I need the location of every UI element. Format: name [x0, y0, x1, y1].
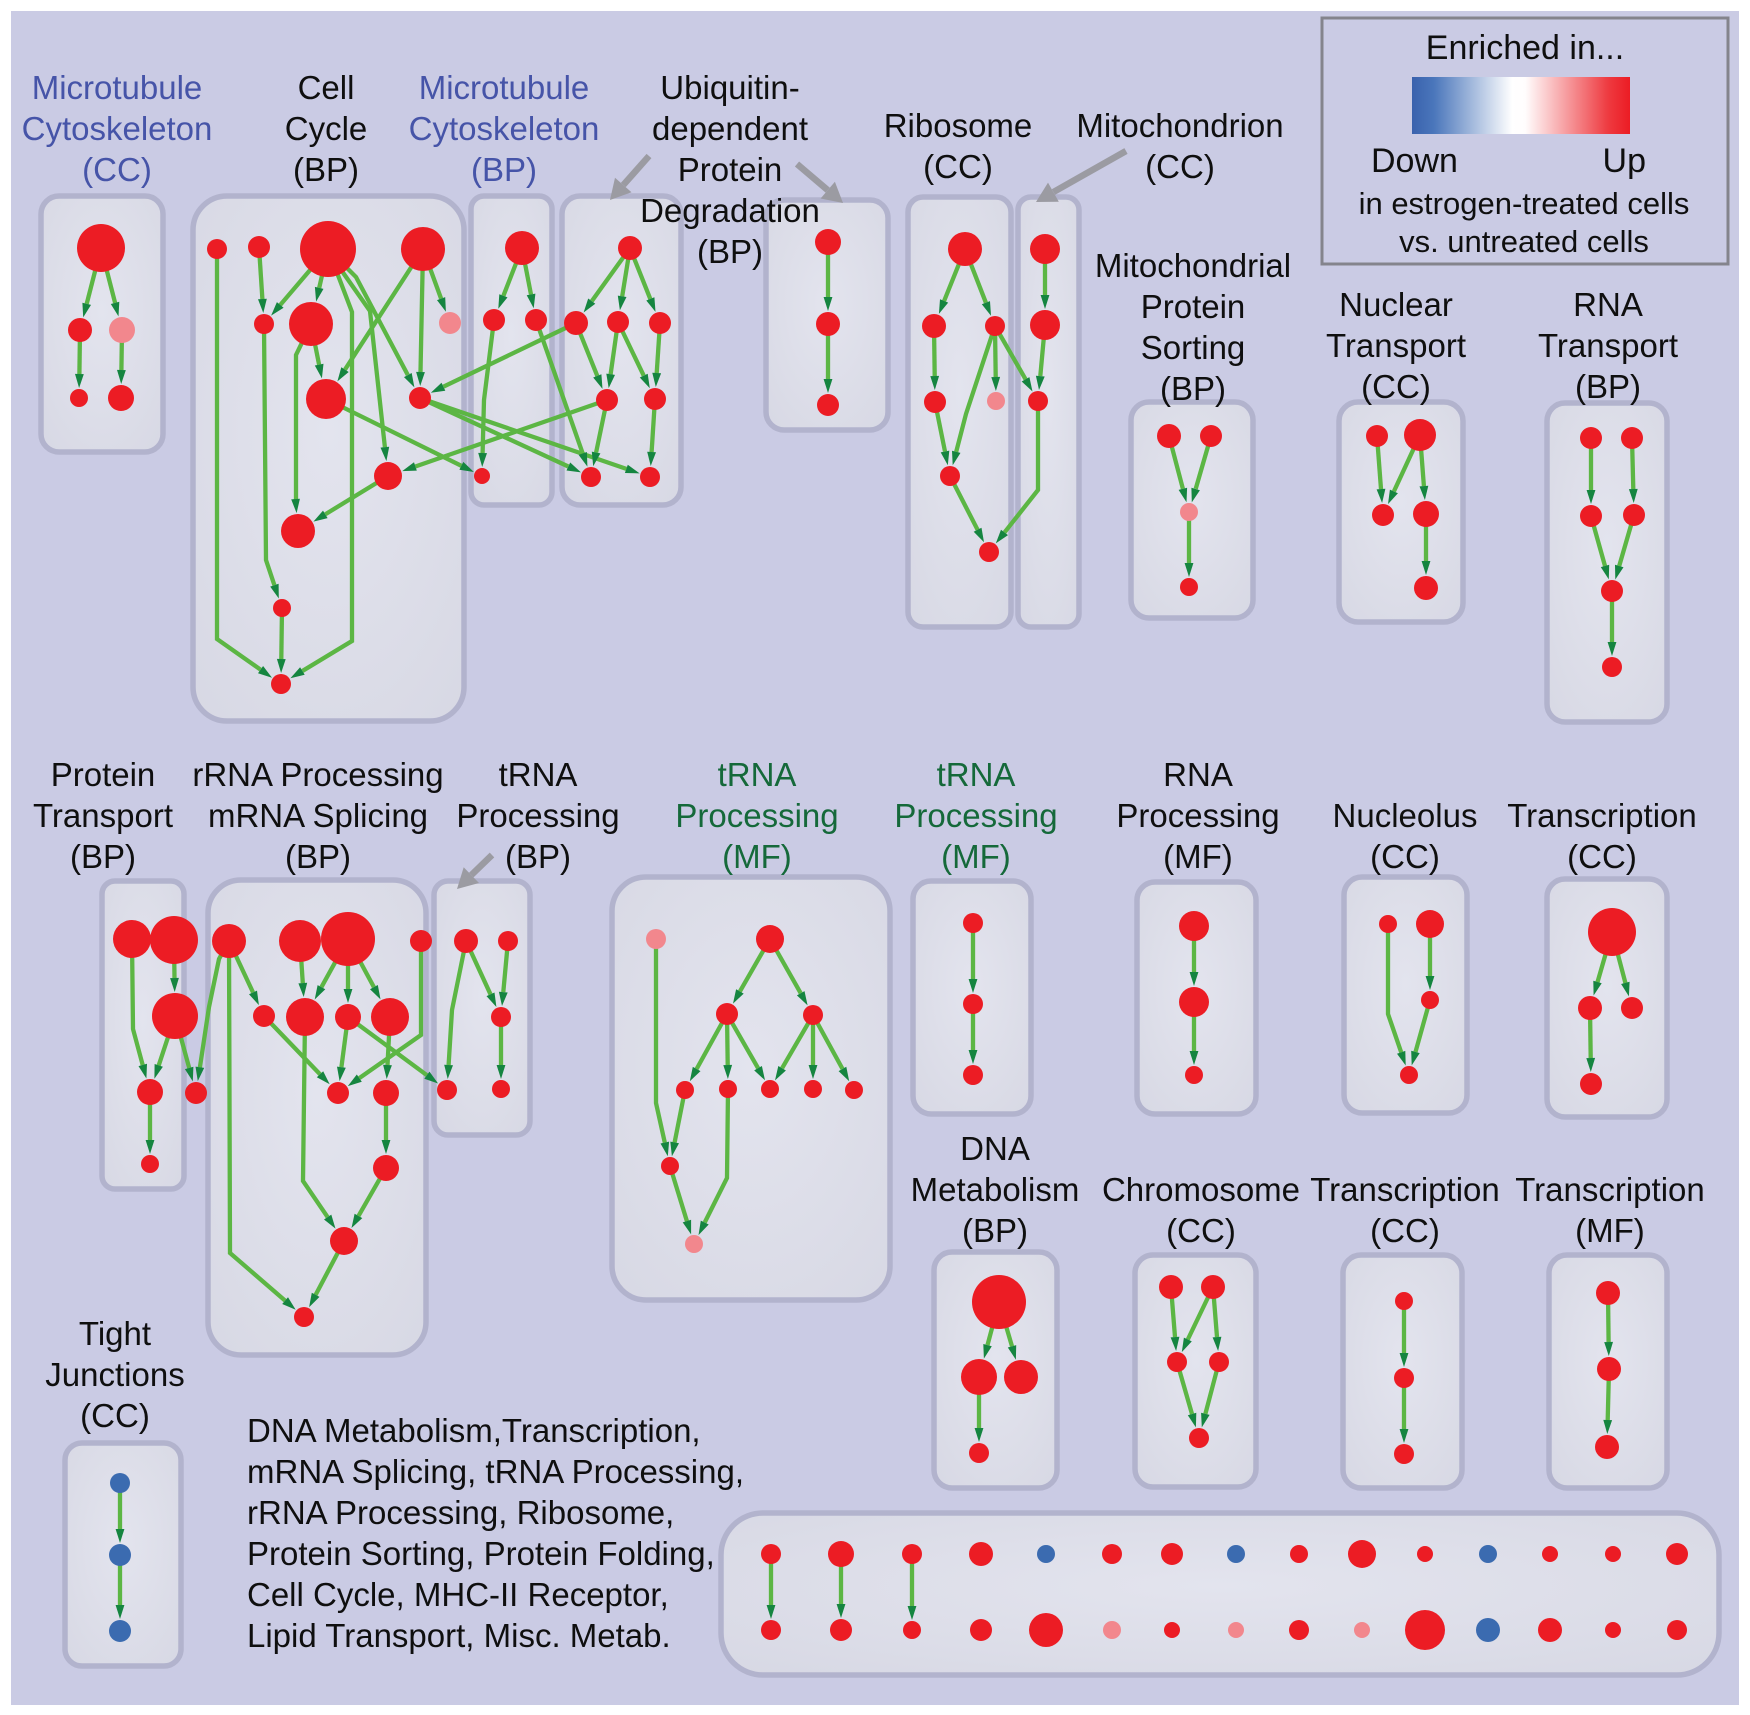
svg-text:Cell: Cell: [298, 69, 355, 106]
svg-text:Microtubule: Microtubule: [32, 69, 203, 106]
svg-text:rRNA Processing: rRNA Processing: [192, 756, 443, 793]
svg-text:mRNA Splicing, tRNA Processing: mRNA Splicing, tRNA Processing,: [247, 1453, 744, 1490]
svg-text:(CC): (CC): [82, 151, 152, 188]
svg-text:Microtubule: Microtubule: [419, 69, 590, 106]
svg-text:Chromosome: Chromosome: [1102, 1171, 1300, 1208]
svg-text:tRNA: tRNA: [718, 756, 797, 793]
svg-text:(BP): (BP): [1160, 370, 1226, 407]
svg-text:Enriched in...: Enriched in...: [1426, 29, 1624, 67]
svg-text:Ubiquitin-: Ubiquitin-: [660, 69, 799, 106]
svg-text:(BP): (BP): [471, 151, 537, 188]
svg-text:Cytoskeleton: Cytoskeleton: [409, 110, 600, 147]
svg-text:tRNA: tRNA: [937, 756, 1016, 793]
svg-text:Processing: Processing: [456, 797, 619, 834]
svg-text:Transport: Transport: [33, 797, 173, 834]
svg-text:(CC): (CC): [1361, 368, 1431, 405]
svg-text:Up: Up: [1603, 142, 1646, 180]
svg-text:Lipid Transport, Misc. Metab.: Lipid Transport, Misc. Metab.: [247, 1617, 671, 1654]
svg-text:Junctions: Junctions: [45, 1356, 184, 1393]
svg-text:Transcription: Transcription: [1310, 1171, 1500, 1208]
svg-text:RNA: RNA: [1163, 756, 1233, 793]
svg-text:Protein: Protein: [678, 151, 783, 188]
svg-text:Mitochondrial: Mitochondrial: [1095, 247, 1291, 284]
svg-text:Ribosome: Ribosome: [884, 107, 1033, 144]
svg-text:(BP): (BP): [1575, 368, 1641, 405]
svg-text:in estrogen-treated cells: in estrogen-treated cells: [1359, 186, 1690, 221]
svg-text:(CC): (CC): [1567, 838, 1637, 875]
svg-text:(CC): (CC): [1166, 1212, 1236, 1249]
svg-text:(BP): (BP): [293, 151, 359, 188]
svg-text:(BP): (BP): [962, 1212, 1028, 1249]
svg-text:vs. untreated cells: vs. untreated cells: [1399, 224, 1649, 259]
svg-text:DNA Metabolism,Transcription,: DNA Metabolism,Transcription,: [247, 1412, 701, 1449]
svg-text:Cycle: Cycle: [285, 110, 368, 147]
svg-text:Nuclear: Nuclear: [1339, 286, 1453, 323]
svg-text:DNA: DNA: [960, 1130, 1030, 1167]
svg-text:(CC): (CC): [1145, 148, 1215, 185]
svg-text:(CC): (CC): [923, 148, 993, 185]
svg-text:(BP): (BP): [505, 838, 571, 875]
svg-text:Cytoskeleton: Cytoskeleton: [22, 110, 213, 147]
svg-text:(MF): (MF): [1575, 1212, 1645, 1249]
svg-text:Transport: Transport: [1538, 327, 1678, 364]
svg-text:Transcription: Transcription: [1515, 1171, 1705, 1208]
svg-text:Nucleolus: Nucleolus: [1333, 797, 1478, 834]
svg-text:Metabolism: Metabolism: [911, 1171, 1080, 1208]
svg-text:Degradation: Degradation: [640, 192, 820, 229]
svg-text:RNA: RNA: [1573, 286, 1643, 323]
svg-text:Processing: Processing: [894, 797, 1057, 834]
svg-text:Mitochondrion: Mitochondrion: [1076, 107, 1283, 144]
svg-text:(CC): (CC): [80, 1397, 150, 1434]
svg-text:Transcription: Transcription: [1507, 797, 1697, 834]
svg-text:Protein Sorting, Protein Foldi: Protein Sorting, Protein Folding,: [247, 1535, 715, 1572]
svg-text:Processing: Processing: [1116, 797, 1279, 834]
svg-text:(MF): (MF): [722, 838, 792, 875]
svg-text:dependent: dependent: [652, 110, 808, 147]
svg-text:Protein: Protein: [51, 756, 156, 793]
svg-text:(BP): (BP): [70, 838, 136, 875]
svg-text:Cell Cycle, MHC-II Receptor,: Cell Cycle, MHC-II Receptor,: [247, 1576, 669, 1613]
svg-text:(CC): (CC): [1370, 838, 1440, 875]
svg-text:(CC): (CC): [1370, 1212, 1440, 1249]
svg-text:(MF): (MF): [1163, 838, 1233, 875]
svg-text:(BP): (BP): [285, 838, 351, 875]
svg-text:mRNA Splicing: mRNA Splicing: [208, 797, 428, 834]
svg-text:Down: Down: [1371, 142, 1458, 180]
svg-text:(MF): (MF): [941, 838, 1011, 875]
svg-text:rRNA Processing, Ribosome,: rRNA Processing, Ribosome,: [247, 1494, 674, 1531]
svg-text:Processing: Processing: [675, 797, 838, 834]
svg-text:(BP): (BP): [697, 233, 763, 270]
svg-text:Protein: Protein: [1141, 288, 1246, 325]
svg-text:tRNA: tRNA: [499, 756, 578, 793]
svg-text:Sorting: Sorting: [1141, 329, 1246, 366]
svg-text:Tight: Tight: [79, 1315, 151, 1352]
svg-text:Transport: Transport: [1326, 327, 1466, 364]
